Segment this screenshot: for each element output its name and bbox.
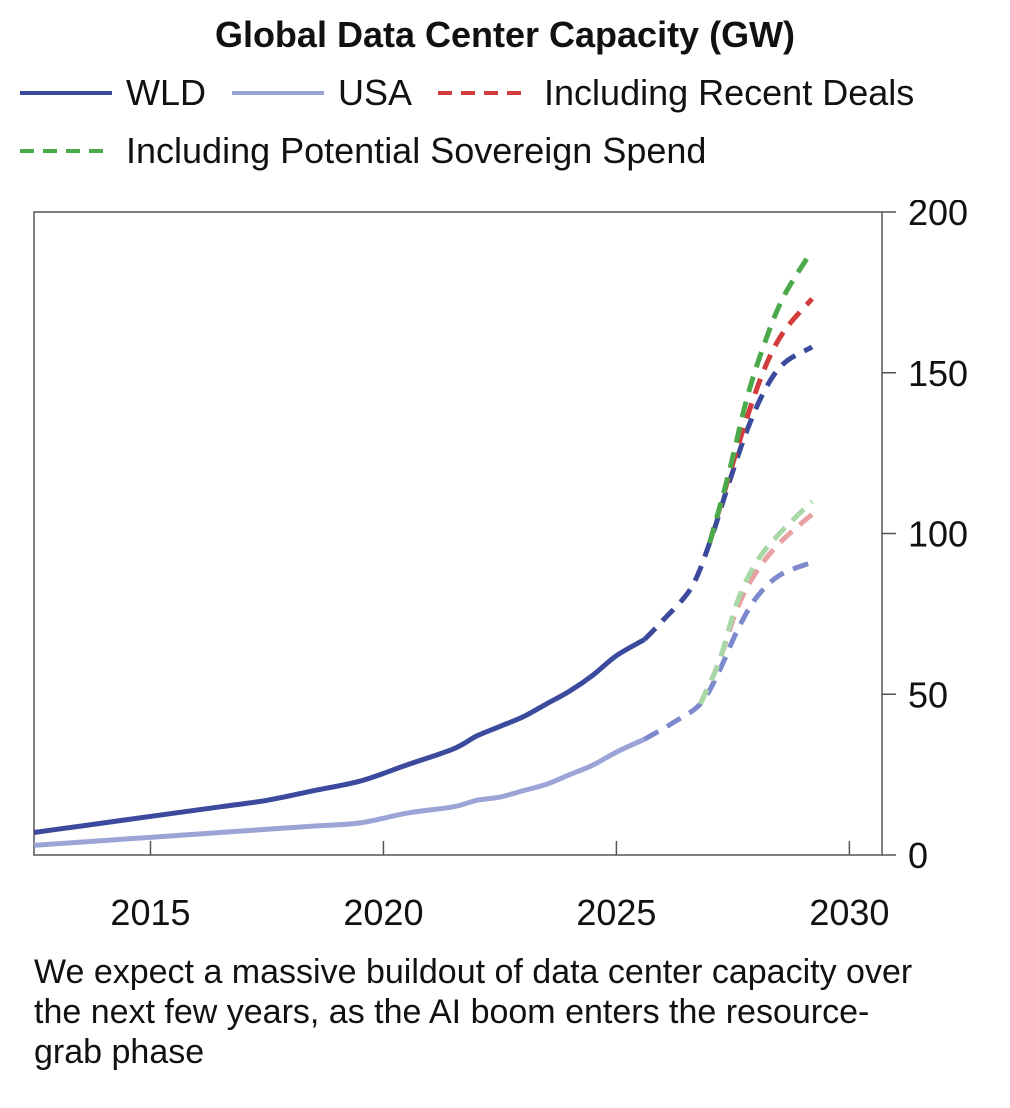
legend-label-wld: WLD — [126, 72, 206, 113]
series-line-wld-projection — [642, 344, 814, 642]
series-line-usa — [33, 737, 646, 848]
x-tick-label: 2015 — [110, 892, 190, 933]
series-line-usa-projection — [643, 560, 814, 742]
plot-frame — [33, 211, 883, 856]
legend-item-wld: WLD — [20, 72, 206, 114]
legend-label-sovereign: Including Potential Sovereign Spend — [126, 130, 707, 171]
legend-swatch-wld — [20, 91, 112, 95]
x-tick-label: 2020 — [343, 892, 423, 933]
legend-row-2: Including Potential Sovereign Spend — [20, 130, 732, 172]
legend-item-sovereign: Including Potential Sovereign Spend — [20, 130, 706, 172]
legend-swatch-usa — [232, 91, 324, 95]
legend-item-recent-deals: Including Recent Deals — [438, 72, 914, 114]
chart-title: Global Data Center Capacity (GW) — [214, 14, 796, 55]
series-line-usa-incl-sovereign-spend — [698, 499, 814, 705]
series-line-wld-incl-sovereign-spend — [707, 249, 815, 544]
legend-swatch-recent-deals — [438, 91, 531, 95]
axis-ticks: 0 50 100 150 200 2015 2020 2025 2030 — [110, 200, 968, 933]
legend-label-recent-deals: Including Recent Deals — [544, 72, 915, 113]
chart-area: 0 50 100 150 200 2015 2020 2025 2030 — [33, 200, 968, 933]
x-tick-label: 2025 — [576, 892, 656, 933]
y-tick-label: 0 — [908, 835, 928, 876]
series-line-wld — [33, 637, 646, 835]
series-lines — [33, 249, 815, 848]
series-line-usa-incl-recent-deals — [698, 512, 814, 705]
legend-row-1: WLD USA Including Recent Deals — [20, 72, 940, 114]
y-tick-label: 150 — [908, 353, 968, 394]
legend-swatch-sovereign — [20, 149, 112, 153]
y-tick-label: 200 — [908, 200, 968, 233]
caption: We expect a massive buildout of data cen… — [34, 953, 913, 1072]
legend-item-usa: USA — [232, 72, 412, 114]
y-tick-label: 50 — [908, 674, 948, 715]
x-tick-label: 2030 — [809, 892, 889, 933]
y-tick-label: 100 — [908, 514, 968, 555]
legend-label-usa: USA — [338, 72, 413, 113]
series-line-wld-incl-recent-deals — [707, 297, 815, 544]
